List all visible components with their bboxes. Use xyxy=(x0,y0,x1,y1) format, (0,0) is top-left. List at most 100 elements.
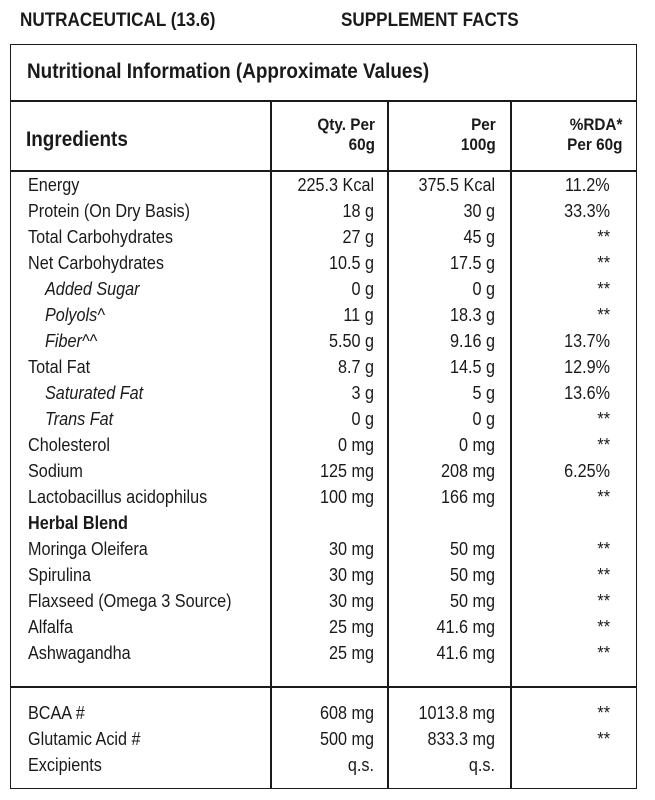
ingredient-name: Sodium xyxy=(28,461,83,481)
ingredient-name: Polyols^ xyxy=(45,305,105,325)
header-right: SUPPLEMENT FACTS xyxy=(341,10,519,31)
qty-per-60g: 25 mg xyxy=(328,643,374,663)
qty-per-60g: 0 g xyxy=(351,279,374,299)
qty-per-60g: 10.5 g xyxy=(328,253,374,273)
qty-per-60g: 225.3 Kcal xyxy=(297,175,374,195)
rda-value: ** xyxy=(597,565,610,585)
table-row: Added Sugar 0 g 0 g ** xyxy=(0,276,655,302)
ingredient-name: Cholesterol xyxy=(28,435,110,455)
col-divider-2 xyxy=(387,100,389,789)
column-header-rda: %RDA* Per 60g xyxy=(566,115,622,154)
table-row: Total Fat 8.7 g 14.5 g 12.9% xyxy=(0,354,655,380)
section-divider xyxy=(10,686,637,688)
qty-per-60g: 3 g xyxy=(351,383,374,403)
per-100g: 0 mg xyxy=(458,435,495,455)
qty-per-60g: 30 mg xyxy=(328,591,374,611)
per-100g: 50 mg xyxy=(449,591,495,611)
table-row: Total Carbohydrates 27 g 45 g ** xyxy=(0,224,655,250)
table-row: Moringa Oleifera 30 mg 50 mg ** xyxy=(0,536,655,562)
table-row: Fiber^^ 5.50 g 9.16 g 13.7% xyxy=(0,328,655,354)
rda-value: 13.7% xyxy=(564,331,610,351)
qty-per-60g: 500 mg xyxy=(319,729,374,749)
ingredient-name: Moringa Oleifera xyxy=(28,539,148,559)
table-row: Flaxseed (Omega 3 Source) 30 mg 50 mg ** xyxy=(0,588,655,614)
per-100g: 9.16 g xyxy=(449,331,495,351)
ingredient-name: Net Carbohydrates xyxy=(28,253,164,273)
rda-value: ** xyxy=(597,435,610,455)
qty-per-60g: q.s. xyxy=(347,755,374,775)
per-100g: 0 g xyxy=(472,279,495,299)
rda-value: 11.2% xyxy=(565,175,610,195)
title-divider xyxy=(10,100,637,102)
per-100g: 18.3 g xyxy=(449,305,495,325)
per-100g: 166 mg xyxy=(440,487,495,507)
nutrition-table xyxy=(10,44,637,789)
rda-value: ** xyxy=(597,643,610,663)
per-100g: 833.3 mg xyxy=(427,729,495,749)
rda-value: ** xyxy=(597,305,610,325)
table-row: Cholesterol 0 mg 0 mg ** xyxy=(0,432,655,458)
ingredient-name: Added Sugar xyxy=(45,279,140,299)
rda-value: ** xyxy=(597,253,610,273)
ingredient-name: Protein (On Dry Basis) xyxy=(28,201,191,221)
per-100g: 17.5 g xyxy=(449,253,495,273)
rda-value: ** xyxy=(597,591,610,611)
qty-per-60g: 11 g xyxy=(343,305,374,325)
table-row: Sodium 125 mg 208 mg 6.25% xyxy=(0,458,655,484)
qty-per-60g: 125 mg xyxy=(319,461,374,481)
ingredient-name: Spirulina xyxy=(28,565,92,585)
per-100g: 0 g xyxy=(472,409,495,429)
table-row: Alfalfa 25 mg 41.6 mg ** xyxy=(0,614,655,640)
per-100g: 375.5 Kcal xyxy=(418,175,495,195)
rda-value: ** xyxy=(597,729,610,749)
column-header-ingredients: Ingredients xyxy=(26,128,128,151)
per-100g: 30 g xyxy=(463,201,495,221)
ingredient-name: Saturated Fat xyxy=(45,383,144,403)
per-100g: 5 g xyxy=(472,383,495,403)
per-100g: 50 mg xyxy=(449,539,495,559)
table-row: Spirulina 30 mg 50 mg ** xyxy=(0,562,655,588)
rda-value: ** xyxy=(597,617,610,637)
column-header-per-100g: Per 100g xyxy=(461,115,496,154)
table-row: Protein (On Dry Basis) 18 g 30 g 33.3% xyxy=(0,198,655,224)
col-divider-1 xyxy=(270,100,272,789)
table-row: Lactobacillus acidophilus 100 mg 166 mg … xyxy=(0,484,655,510)
qty-per-60g: 100 mg xyxy=(319,487,374,507)
per-100g: 45 g xyxy=(463,227,495,247)
rda-value: 6.25% xyxy=(564,461,610,481)
table-row: Polyols^ 11 g 18.3 g ** xyxy=(0,302,655,328)
rda-value: 13.6% xyxy=(564,383,610,403)
column-header-qty-per-60g: Qty. Per 60g xyxy=(317,115,375,154)
table-row: Excipients q.s. q.s. xyxy=(0,752,655,778)
ingredient-name: Alfalfa xyxy=(28,617,74,637)
qty-per-60g: 27 g xyxy=(342,227,374,247)
table-row: Herbal Blend xyxy=(0,510,655,536)
ingredient-name: Trans Fat xyxy=(45,409,114,429)
table-title: Nutritional Information (Approximate Val… xyxy=(27,60,430,83)
table-row: Saturated Fat 3 g 5 g 13.6% xyxy=(0,380,655,406)
per-100g: 1013.8 mg xyxy=(418,703,495,723)
ingredient-name: Total Fat xyxy=(28,357,91,377)
ingredient-name: Lactobacillus acidophilus xyxy=(28,487,208,507)
rda-value: ** xyxy=(597,279,610,299)
per-100g: 208 mg xyxy=(440,461,495,481)
per-100g: 50 mg xyxy=(449,565,495,585)
table-row: Net Carbohydrates 10.5 g 17.5 g ** xyxy=(0,250,655,276)
per-100g: q.s. xyxy=(468,755,495,775)
table-row: Trans Fat 0 g 0 g ** xyxy=(0,406,655,432)
section-heading-herbal-blend: Herbal Blend xyxy=(28,513,128,533)
qty-per-60g: 18 g xyxy=(342,201,374,221)
col-divider-3 xyxy=(510,100,512,789)
ingredient-name: Fiber^^ xyxy=(45,331,98,351)
header-left: NUTRACEUTICAL (13.6) xyxy=(20,10,216,31)
qty-per-60g: 30 mg xyxy=(328,539,374,559)
ingredient-name: Flaxseed (Omega 3 Source) xyxy=(28,591,232,611)
rda-value: ** xyxy=(597,487,610,507)
per-100g: 41.6 mg xyxy=(436,617,495,637)
ingredient-name: Glutamic Acid # xyxy=(28,729,141,749)
ingredient-name: Energy xyxy=(28,175,80,195)
qty-per-60g: 0 mg xyxy=(337,435,374,455)
table-row: Glutamic Acid # 500 mg 833.3 mg ** xyxy=(0,726,655,752)
qty-per-60g: 25 mg xyxy=(328,617,374,637)
rda-value: 33.3% xyxy=(564,201,610,221)
